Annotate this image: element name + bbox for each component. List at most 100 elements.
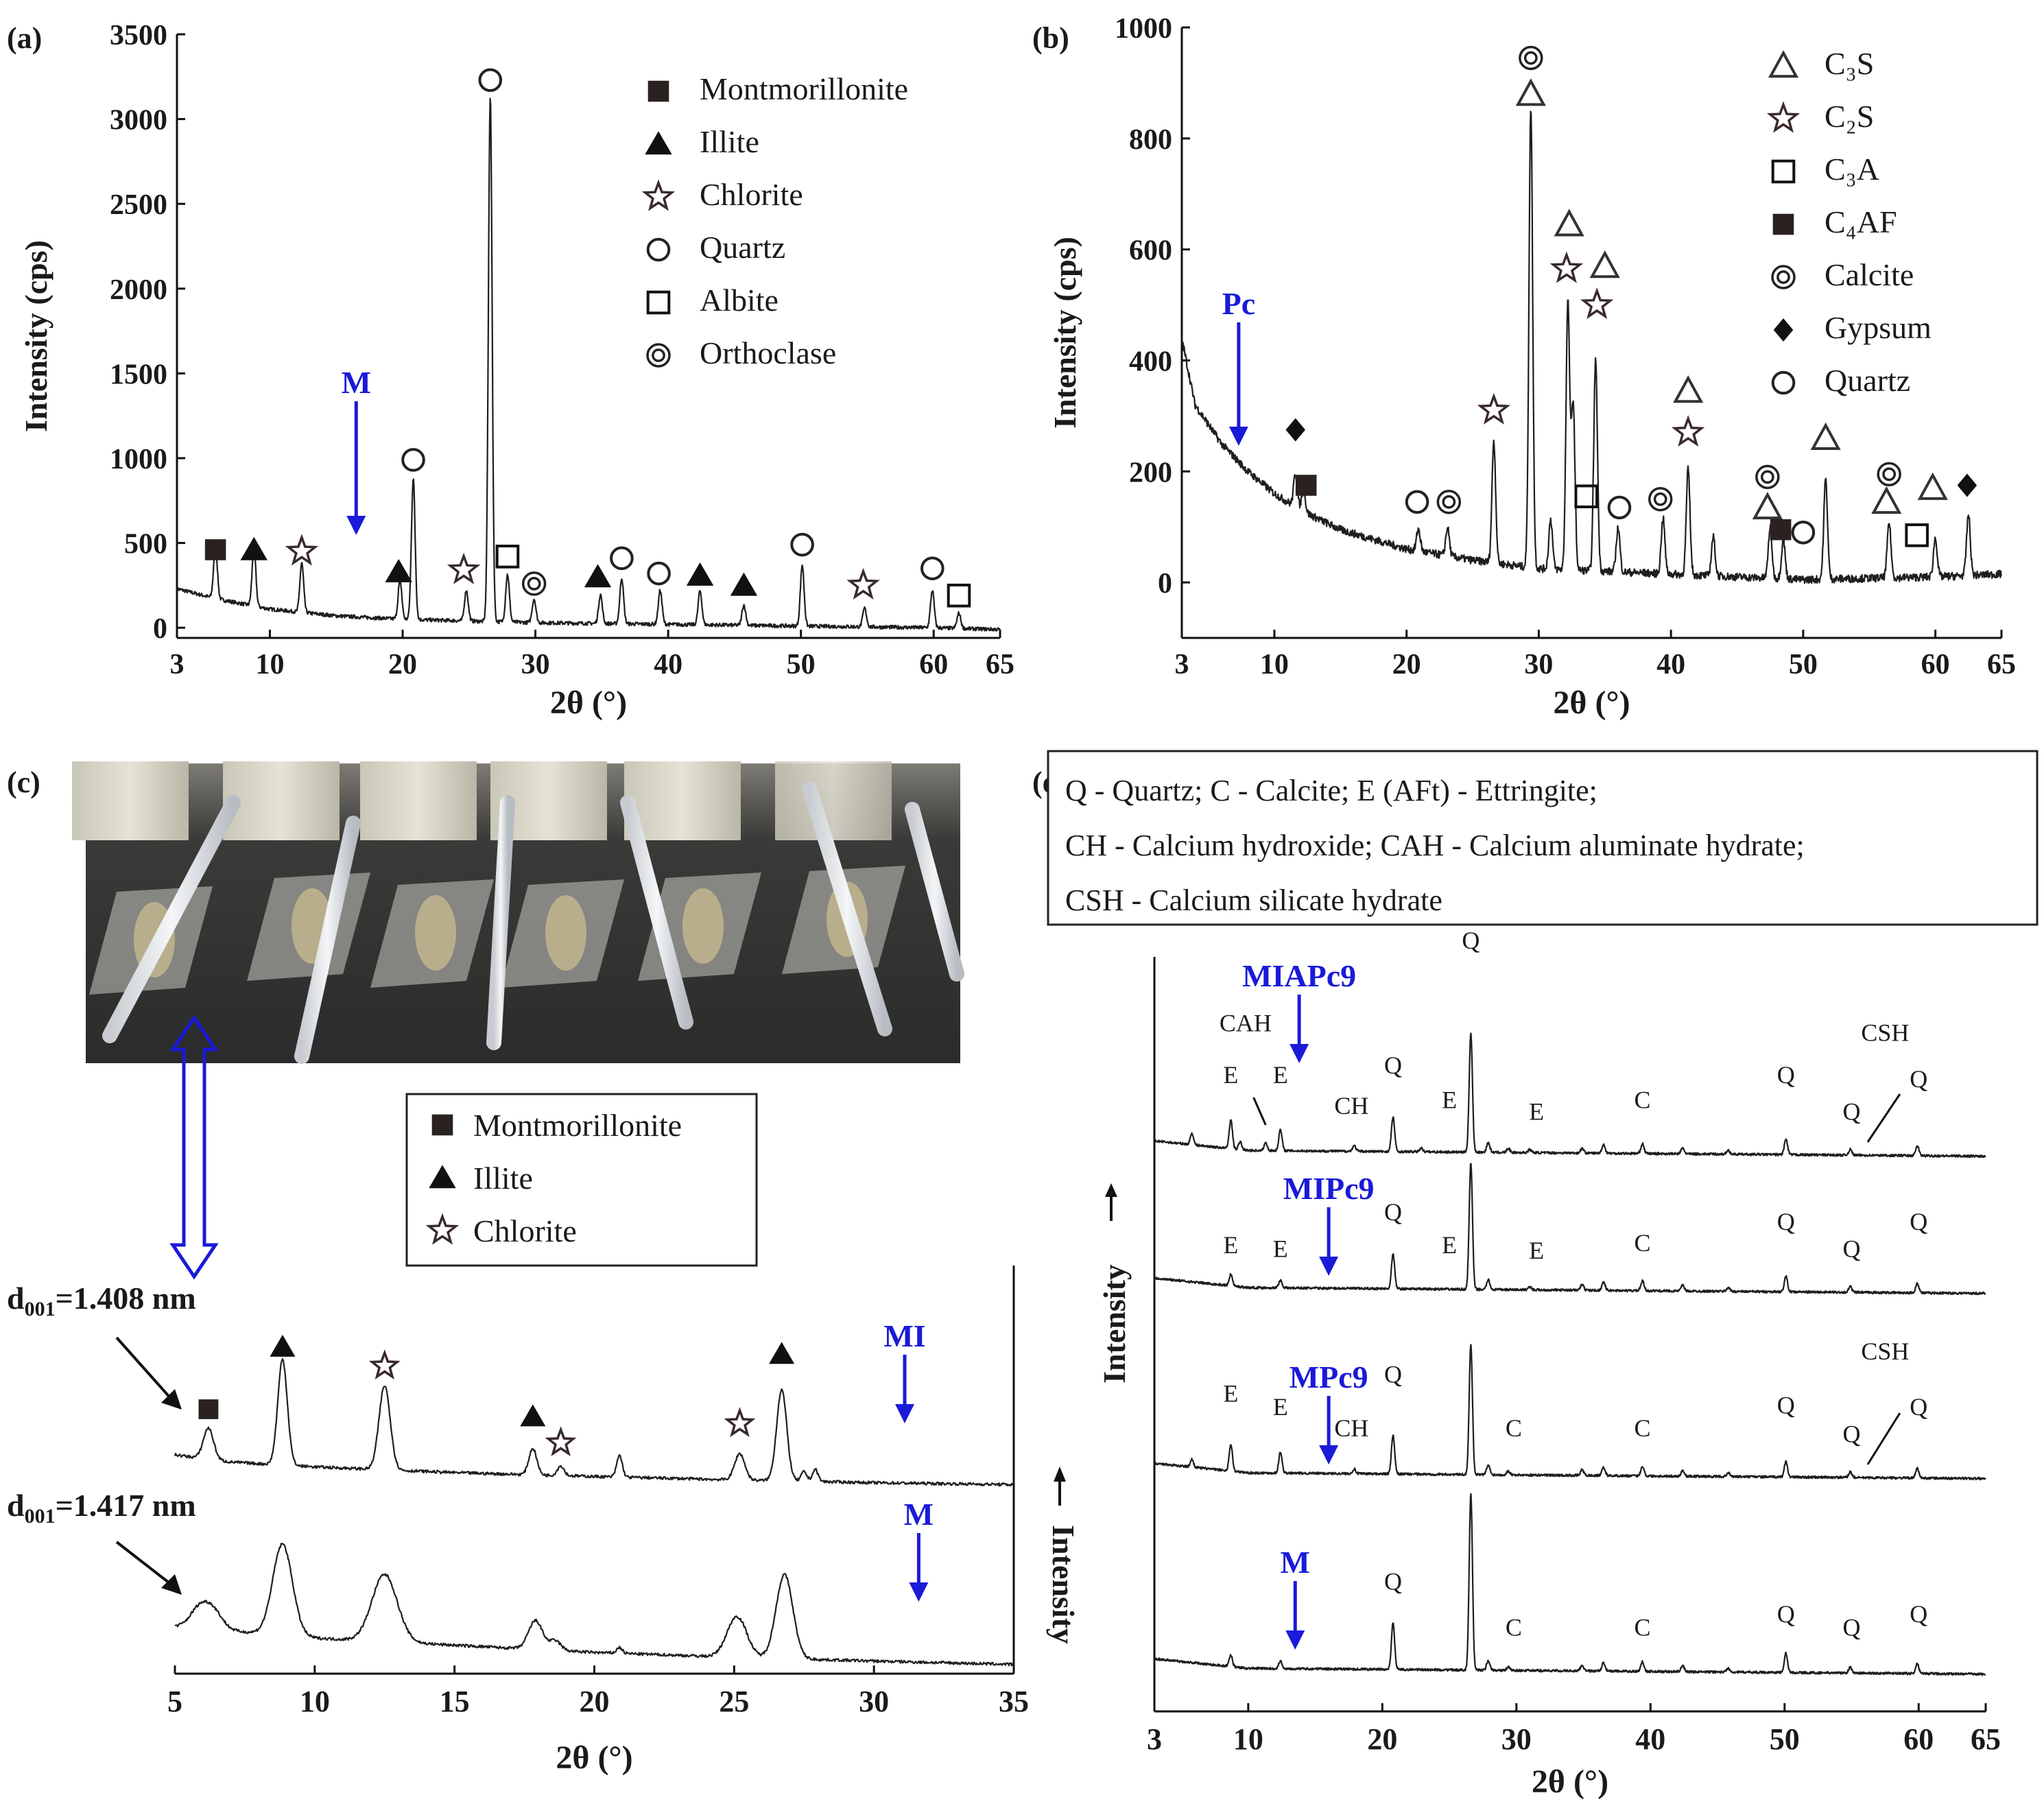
- phase-label: E: [1223, 1231, 1238, 1259]
- series-arrow-MPc9-label: MPc9: [1290, 1360, 1368, 1394]
- double-circle-inner: [1882, 467, 1897, 482]
- phase-label: C: [1635, 1414, 1651, 1442]
- circle-marker: [478, 68, 503, 93]
- x-tick-label: 50: [787, 649, 816, 680]
- y-tick-label: 1000: [1115, 13, 1172, 45]
- double-circle-marker: [1771, 265, 1796, 289]
- sample-cup: [223, 761, 340, 840]
- star-marker: [1549, 251, 1584, 283]
- intensity-arrow-head: [1105, 1183, 1117, 1197]
- star-marker: [545, 1426, 577, 1457]
- legend-label: Calcite: [1825, 257, 1914, 292]
- phase-label: Q: [1384, 1198, 1402, 1226]
- y-tick-label: 3000: [110, 105, 167, 137]
- phase-label: C: [1506, 1414, 1522, 1442]
- legend-label: Gypsum: [1825, 310, 1932, 345]
- filled-triangle-marker: [385, 558, 412, 582]
- phase-label: E: [1273, 1061, 1288, 1089]
- double-circle-inner: [1442, 495, 1456, 509]
- x-tick-label: 50: [1770, 1722, 1800, 1756]
- open-square-marker: [646, 290, 671, 315]
- phase-label: Q: [1777, 1208, 1795, 1235]
- clay-smear: [545, 895, 586, 971]
- filled-diamond-marker: [1285, 418, 1306, 442]
- phase-arrow-label: Pc: [1222, 286, 1256, 321]
- series-arrow-MPc9-head: [1319, 1445, 1339, 1464]
- abbreviation-line: Q - Quartz; C - Calcite; E (AFt) - Ettri…: [1065, 774, 1597, 807]
- open-triangle-marker: [1673, 375, 1704, 403]
- circle-marker: [1791, 520, 1816, 545]
- pipette: [102, 795, 241, 1043]
- double-circle-outer: [646, 343, 671, 368]
- circle-marker: [647, 561, 671, 586]
- phase-arrow-head: [346, 516, 366, 535]
- filled-triangle-marker: [686, 562, 714, 586]
- x-tick-label: 5: [167, 1685, 182, 1718]
- csh-leader: [1866, 1412, 1901, 1465]
- double-circle-inner: [1760, 470, 1774, 484]
- d-spacing-annotation: d001=1.417 nm: [7, 1488, 196, 1528]
- phase-label: CAH: [1220, 1010, 1272, 1037]
- phase-label: Q: [1384, 1361, 1402, 1388]
- legend-label: Albite: [700, 283, 779, 318]
- x-tick-label: 30: [1501, 1722, 1532, 1756]
- sample-photo: [72, 761, 964, 1064]
- annotation-arrow-head: [161, 1389, 182, 1410]
- filled-triangle-marker: [520, 1404, 546, 1427]
- x-tick-label: 20: [388, 649, 417, 680]
- phase-label: CH: [1334, 1414, 1368, 1442]
- star-marker: [1580, 287, 1614, 320]
- pipette: [905, 802, 964, 982]
- annotation-arrow-head: [161, 1574, 182, 1595]
- filled-triangle-marker: [730, 572, 758, 596]
- abbreviation-line: CH - Calcium hydroxide; CAH - Calcium al…: [1065, 829, 1805, 862]
- open-triangle-marker: [1515, 78, 1546, 106]
- phase-label: C: [1506, 1614, 1522, 1641]
- phase-label: Q: [1843, 1420, 1861, 1447]
- legend-label: C₃S: [1825, 46, 1874, 81]
- x-axis-label: 2θ (°): [1532, 1764, 1608, 1800]
- double-circle-outer: [1771, 265, 1796, 289]
- y-tick-label: 400: [1129, 346, 1172, 377]
- series-arrow-MI-label: MI: [883, 1318, 925, 1353]
- open-square-marker: [1771, 159, 1796, 184]
- y-tick-label: 1000: [110, 444, 167, 475]
- sample-cup: [775, 761, 892, 840]
- double-circle-outer: [1436, 490, 1462, 514]
- x-axis-label: 2θ (°): [556, 1740, 632, 1776]
- phase-label: E: [1442, 1231, 1457, 1259]
- phase-label: E: [1442, 1087, 1457, 1114]
- star-marker: [425, 1213, 460, 1245]
- x-tick-label: 65: [986, 649, 1014, 680]
- double-circle-outer: [1648, 486, 1673, 512]
- phase-label: Q: [1843, 1614, 1861, 1641]
- y-tick-label: 800: [1129, 124, 1172, 156]
- xrd-trace-M: [1154, 1493, 1986, 1676]
- x-tick-label: 35: [999, 1685, 1029, 1718]
- x-tick-label: 60: [1903, 1722, 1934, 1756]
- sample-cup: [624, 761, 741, 840]
- x-tick-label: 30: [521, 649, 550, 680]
- open-triangle-marker: [1589, 250, 1620, 278]
- open-triangle-marker: [1871, 486, 1902, 514]
- x-tick-label: 3: [1147, 1722, 1162, 1756]
- panel-label: (c): [7, 765, 40, 799]
- double-circle-inner: [652, 348, 665, 362]
- phase-label: Q: [1910, 1208, 1927, 1235]
- legend-label: C₂S: [1825, 99, 1874, 134]
- open-square-marker: [1905, 523, 1929, 547]
- phase-label: Q: [1843, 1235, 1861, 1262]
- phase-label: Q: [1910, 1065, 1927, 1093]
- x-tick-label: 60: [1921, 649, 1950, 680]
- phase-label: CSH: [1861, 1019, 1909, 1047]
- panel-d: (d)Q - Quartz; C - Calcite; E (AFt) - Et…: [1032, 750, 2039, 1800]
- x-tick-label: 10: [1260, 649, 1289, 680]
- xrd-trace-M: [174, 1543, 1014, 1667]
- annotation-arrow: [115, 1541, 174, 1587]
- double-circle-marker: [1755, 464, 1780, 490]
- panel-b: (b) 0 200 400 600 800 1000 3 10 20 30 40 50 60 65 2θ (°…: [1032, 13, 2016, 721]
- filled-square-marker: [198, 1399, 219, 1419]
- pipette: [294, 816, 361, 1064]
- panel-a: (a) 0 500 1000 1500 2000 2500 3000 3500 3 10 20 30 40…: [7, 20, 1014, 721]
